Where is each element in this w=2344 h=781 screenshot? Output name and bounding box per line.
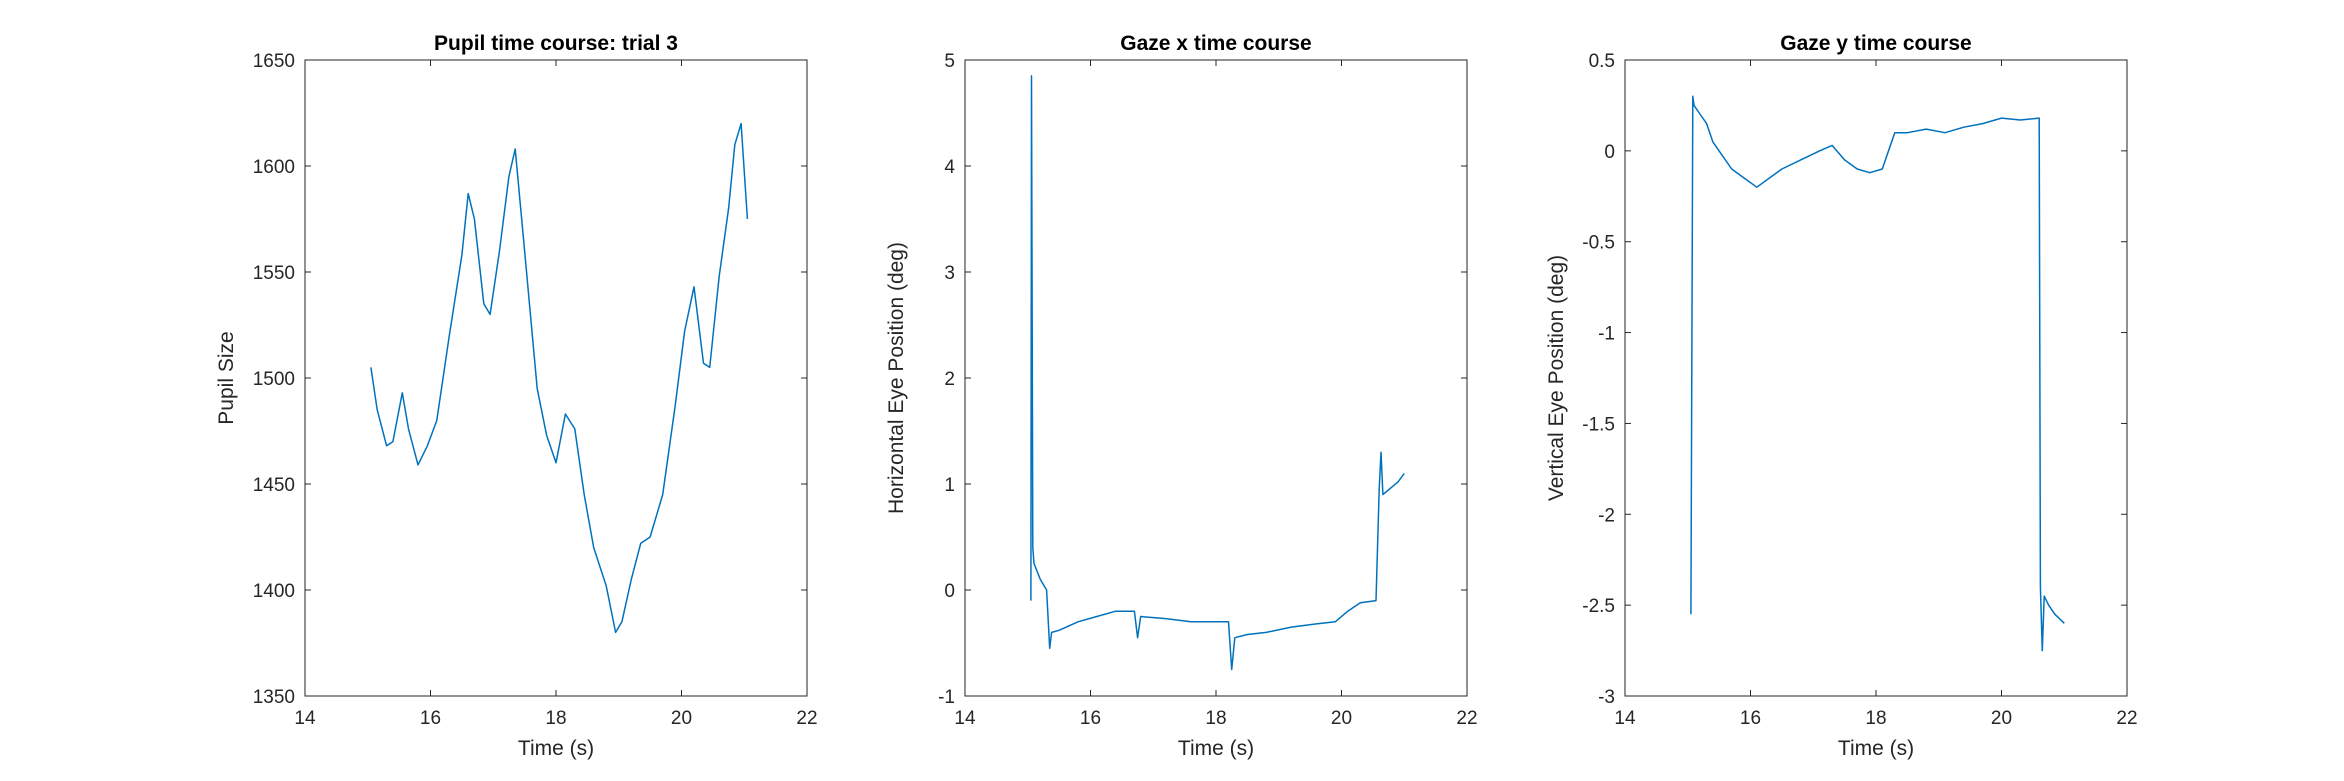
y-tick-label: -1 <box>938 687 955 708</box>
x-tick-label: 22 <box>796 708 817 729</box>
y-tick-label: 1600 <box>253 157 295 178</box>
axes-box <box>304 59 808 697</box>
y-tick-label: 3 <box>944 263 955 284</box>
x-tick-label: 18 <box>545 708 566 729</box>
y-tick-label: 1350 <box>253 687 295 708</box>
y-tick-label: -2 <box>1598 505 1615 526</box>
y-tick-label: 1500 <box>253 369 295 390</box>
x-tick-label: 16 <box>420 708 441 729</box>
chart-title: Gaze y time course <box>1780 32 1971 55</box>
y-tick-label: -3 <box>1598 687 1615 708</box>
y-tick-label: 1650 <box>253 51 295 72</box>
x-tick-label: 14 <box>1614 708 1636 729</box>
y-axis-label: Pupil Size <box>215 331 238 424</box>
x-tick-label: 18 <box>1865 708 1886 729</box>
y-tick-label: -0.5 <box>1582 233 1615 254</box>
y-tick-label: -1 <box>1598 324 1615 345</box>
x-axis-label: Time (s) <box>1838 737 1914 760</box>
y-tick-label: 1450 <box>253 475 295 496</box>
x-axis-label: Time (s) <box>1178 737 1254 760</box>
y-axis-label: Vertical Eye Position (deg) <box>1545 255 1568 501</box>
y-tick-label: 1400 <box>253 581 295 602</box>
chart-title: Pupil time course: trial 3 <box>434 32 678 55</box>
x-tick-label: 20 <box>671 708 692 729</box>
series-line-1 <box>370 122 749 634</box>
y-tick-label: 0.5 <box>1589 51 1615 72</box>
y-tick-label: 0 <box>1604 142 1615 163</box>
chart-title: Gaze x time course <box>1120 32 1311 55</box>
x-tick-label: 16 <box>1740 708 1761 729</box>
x-tick-label: 18 <box>1205 708 1226 729</box>
x-tick-label: 20 <box>1331 708 1352 729</box>
x-tick-label: 22 <box>2116 708 2137 729</box>
axes-box <box>964 59 1468 697</box>
x-tick-label: 22 <box>1456 708 1477 729</box>
y-tick-label: 0 <box>944 581 955 602</box>
y-tick-label: 1550 <box>253 263 295 284</box>
series-line-1 <box>1030 75 1405 671</box>
y-tick-label: 4 <box>944 157 955 178</box>
chart-panel-3: 14 16 18 20 22 -3 -2.5 -2 -1.5 -1 -0.5 0 0.5 Gaze y t… <box>1545 32 2138 760</box>
series-line-1 <box>1690 95 2065 652</box>
y-tick-label: 5 <box>944 51 955 72</box>
y-axis-label: Horizontal Eye Position (deg) <box>885 242 908 514</box>
y-tick-label: -2.5 <box>1582 596 1615 617</box>
chart-panel-2: 14 16 18 20 22 -1 0 1 2 3 4 5 Gaze x time course Time… <box>885 32 1478 760</box>
x-tick-label: 20 <box>1991 708 2012 729</box>
x-tick-label: 14 <box>294 708 316 729</box>
y-tick-label: 2 <box>944 369 955 390</box>
axes-box <box>1624 59 2128 697</box>
y-tick-label: -1.5 <box>1582 414 1615 435</box>
y-tick-label: 1 <box>944 475 955 496</box>
chart-panel-1: 14 16 18 20 22 1350 1400 1450 1500 1550 1600 1650 Pu… <box>215 32 818 760</box>
x-tick-label: 14 <box>954 708 976 729</box>
x-axis-label: Time (s) <box>518 737 594 760</box>
x-tick-label: 16 <box>1080 708 1101 729</box>
